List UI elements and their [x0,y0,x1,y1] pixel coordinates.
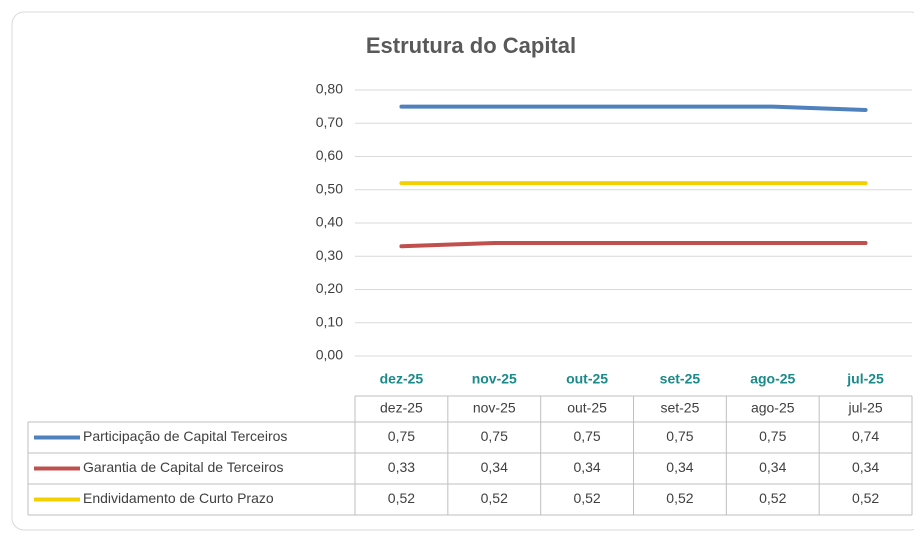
y-tick-label: 0,40 [316,214,343,230]
table-cell: 0,33 [388,459,415,475]
table-header: ago-25 [751,400,795,416]
legend-label: Garantia de Capital de Terceiros [83,459,284,475]
table-cell: 0,75 [573,428,600,444]
table-header: dez-25 [380,400,423,416]
table-cell: 0,52 [759,490,786,506]
series-line [399,104,868,112]
y-tick-label: 0,50 [316,180,343,196]
table-cell: 0,34 [759,459,786,475]
table-cell: 0,52 [388,490,415,506]
table-cell: 0,75 [481,428,508,444]
table-cell: 0,34 [573,459,600,475]
y-tick-label: 0,80 [316,81,343,97]
table-header: nov-25 [473,400,516,416]
chart-frame [11,11,914,531]
table-cell: 0,52 [852,490,879,506]
table-cell: 0,34 [852,459,879,475]
table-cell: 0,34 [666,459,693,475]
x-tick-label: jul-25 [846,371,884,387]
legend-label: Endividamento de Curto Prazo [83,490,274,506]
x-tick-label: ago-25 [750,371,795,387]
chart-title: Estrutura do Capital [366,33,576,58]
y-tick-label: 0,10 [316,313,343,329]
table-cell: 0,52 [481,490,508,506]
table-cell: 0,75 [759,428,786,444]
x-tick-label: out-25 [566,371,608,387]
series-line [399,240,868,249]
y-tick-label: 0,30 [316,247,343,263]
y-tick-label: 0,20 [316,280,343,296]
x-tick-label: dez-25 [380,371,424,387]
table-header: set-25 [660,400,699,416]
legend-label: Participação de Capital Terceiros [83,428,287,444]
y-tick-label: 0,60 [316,147,343,163]
table-header: out-25 [567,400,607,416]
table-cell: 0,75 [388,428,415,444]
table-header: jul-25 [847,400,882,416]
table-cell: 0,34 [481,459,508,475]
table-cell: 0,74 [852,428,879,444]
y-tick-label: 0,00 [316,347,343,363]
table-cell: 0,52 [666,490,693,506]
x-tick-label: set-25 [660,371,701,387]
y-tick-label: 0,70 [316,114,343,130]
x-tick-label: nov-25 [472,371,517,387]
table-cell: 0,52 [573,490,600,506]
table-cell: 0,75 [666,428,693,444]
